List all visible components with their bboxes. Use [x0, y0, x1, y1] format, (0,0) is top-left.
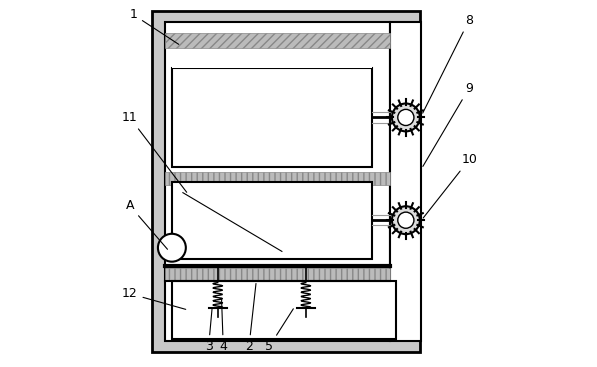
Bar [172, 281, 396, 339]
Bar [172, 68, 372, 167]
Text: 10: 10 [423, 153, 477, 218]
Circle shape [398, 109, 414, 126]
Circle shape [398, 212, 414, 228]
Bar [152, 11, 420, 352]
Text: 9: 9 [423, 81, 473, 166]
Text: A: A [125, 199, 168, 249]
Circle shape [158, 234, 186, 262]
Text: 3: 3 [205, 309, 213, 353]
Bar [165, 33, 390, 48]
Bar [165, 22, 390, 341]
Text: 12: 12 [122, 287, 186, 309]
Bar [172, 57, 372, 68]
Text: 1: 1 [130, 8, 179, 44]
Text: 2: 2 [245, 284, 256, 353]
Text: 5: 5 [265, 309, 293, 353]
Circle shape [392, 206, 420, 234]
Bar [390, 22, 421, 341]
Circle shape [392, 103, 420, 131]
Text: 11: 11 [122, 111, 187, 192]
Text: 4: 4 [219, 298, 227, 353]
Bar [172, 182, 372, 259]
Bar [165, 172, 390, 185]
Bar [165, 268, 390, 281]
Text: 8: 8 [423, 14, 473, 113]
